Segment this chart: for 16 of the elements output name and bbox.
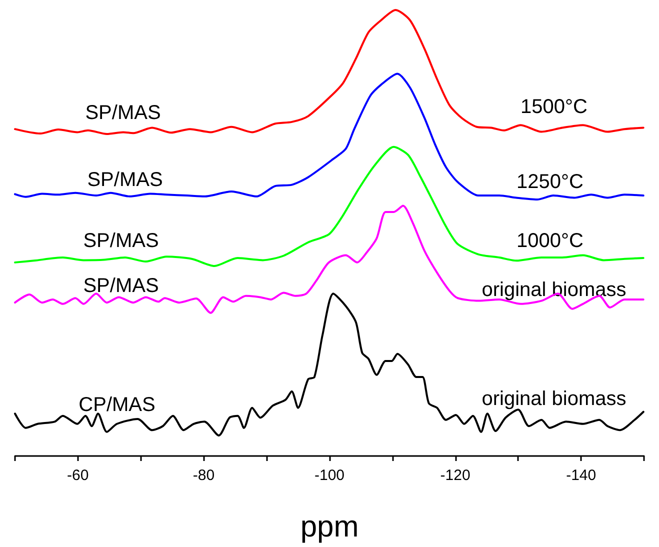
annotation: SP/MAS bbox=[83, 230, 159, 252]
annotation: original biomass bbox=[482, 279, 626, 301]
annotation: 1000°C bbox=[516, 230, 584, 252]
annotation: 1250°C bbox=[516, 171, 584, 193]
x-tick-label: -60 bbox=[67, 467, 89, 484]
annotation: original biomass bbox=[482, 388, 626, 410]
x-tick-label: -120 bbox=[440, 467, 470, 484]
x-axis-title: ppm bbox=[300, 510, 359, 544]
annotation: SP/MAS bbox=[83, 275, 159, 297]
x-tick-label: -80 bbox=[192, 467, 215, 484]
annotation: SP/MAS bbox=[87, 169, 163, 191]
x-tick-label: -140 bbox=[566, 467, 596, 484]
annotation: 1500°C bbox=[520, 96, 588, 118]
x-tick-label: -100 bbox=[314, 467, 345, 484]
annotation: SP/MAS bbox=[85, 102, 161, 124]
annotation: CP/MAS bbox=[78, 394, 156, 416]
